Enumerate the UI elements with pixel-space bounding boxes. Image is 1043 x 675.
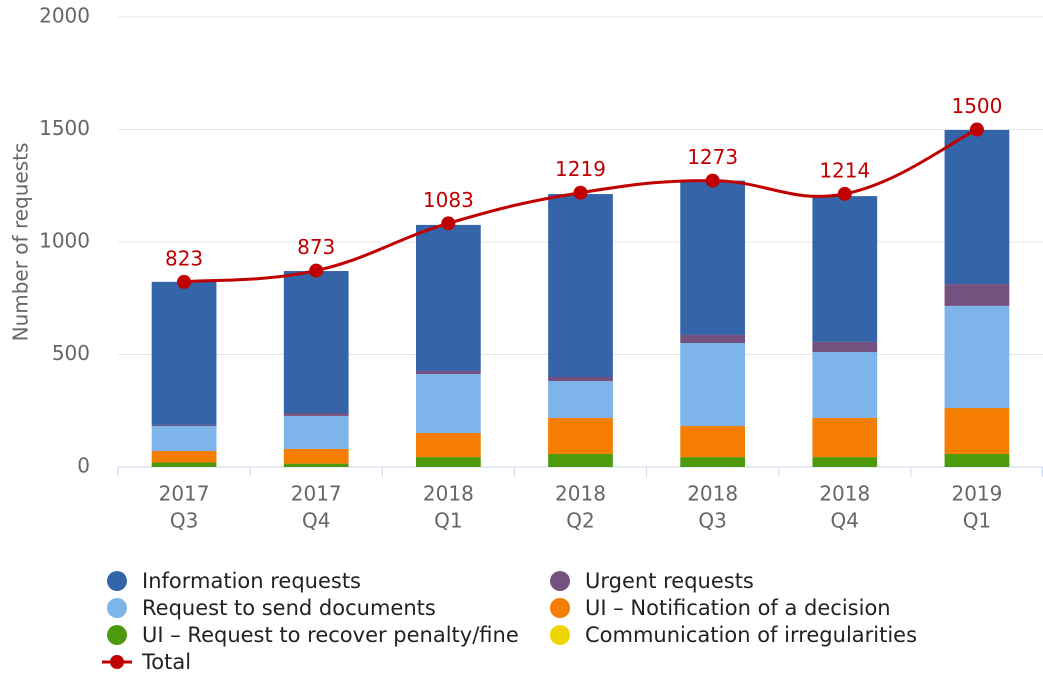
x-tick-label: 2018: [819, 482, 870, 506]
bar-segment: [680, 343, 746, 427]
data-label: 873: [297, 235, 335, 259]
total-marker: [177, 274, 192, 289]
total-marker: [309, 263, 324, 278]
x-tick-label: Q2: [566, 509, 594, 533]
bar-segment: [283, 413, 349, 416]
bar-segment: [548, 417, 613, 454]
legend-label: UI – Request to recover penalty/fine: [142, 623, 519, 647]
y-tick-label: 0: [77, 454, 90, 478]
bar-segment: [283, 463, 349, 467]
bar-segment: [944, 129, 1010, 285]
total-marker: [837, 186, 852, 201]
legend-label: Total: [141, 650, 191, 674]
legend-label: Request to send documents: [142, 596, 436, 620]
data-label: 1219: [555, 157, 606, 181]
data-label: 1500: [951, 94, 1002, 118]
x-tick-label: Q1: [434, 509, 462, 533]
x-tick-label: 2017: [291, 482, 342, 506]
y-tick-label: 1500: [39, 116, 90, 140]
legend-marker: [550, 625, 570, 645]
legend-marker: [550, 571, 570, 591]
x-tick-label: 2018: [687, 482, 738, 506]
bar-segment: [812, 341, 878, 353]
x-tick-label: Q3: [170, 509, 198, 533]
bar-segment: [415, 224, 481, 371]
legend-marker: [107, 571, 127, 591]
total-marker: [969, 122, 984, 137]
data-label: 1083: [423, 188, 474, 212]
data-label: 1214: [819, 158, 870, 182]
bar-segment: [283, 415, 349, 449]
legend-marker: [107, 598, 127, 618]
legend-marker: [110, 655, 124, 669]
bar-segment: [548, 194, 613, 377]
bar-segment: [680, 180, 746, 335]
total-marker: [573, 185, 588, 200]
bar-segment: [415, 457, 481, 467]
legend-label: UI – Notification of a decision: [585, 596, 891, 620]
bar-segment: [548, 377, 613, 382]
bar-segment: [151, 462, 217, 467]
legend-marker: [550, 598, 570, 618]
bar-segment: [283, 449, 349, 464]
bar-segment: [812, 196, 878, 342]
y-axis-title: Number of requests: [9, 143, 33, 342]
legend-marker: [107, 625, 127, 645]
bar-segment: [812, 457, 878, 467]
legend-label: Urgent requests: [585, 569, 754, 593]
bar-segment: [151, 426, 217, 452]
bar-segment: [283, 271, 349, 413]
x-tick-label: Q4: [302, 509, 330, 533]
bar-segment: [812, 352, 878, 418]
bar-segment: [151, 281, 217, 425]
bar-segment: [680, 457, 746, 467]
bar-segment: [415, 370, 481, 375]
total-marker: [705, 173, 720, 188]
bar-segment: [415, 374, 481, 434]
bar-segment: [812, 417, 878, 458]
bar-segment: [944, 408, 1010, 454]
legend-label: Information requests: [142, 569, 361, 593]
bar-segment: [944, 453, 1010, 467]
x-tick-label: 2018: [423, 482, 474, 506]
y-tick-label: 2000: [39, 4, 90, 28]
total-marker: [441, 216, 456, 231]
bar-segment: [151, 424, 217, 427]
bar-segment: [548, 453, 613, 467]
bar-segment: [548, 381, 613, 418]
bar-segment: [944, 305, 1010, 409]
x-tick-label: 2019: [951, 482, 1002, 506]
legend-label: Communication of irregularities: [585, 623, 917, 647]
x-tick-label: Q1: [963, 509, 991, 533]
data-label: 823: [165, 246, 203, 270]
data-label: 1273: [687, 145, 738, 169]
bar-segment: [151, 451, 217, 463]
x-tick-label: Q3: [698, 509, 726, 533]
bar-segment: [680, 426, 746, 458]
bar-segment: [944, 284, 1010, 306]
bar-segment: [415, 433, 481, 458]
y-tick-label: 1000: [39, 229, 90, 253]
x-tick-label: 2018: [555, 482, 606, 506]
y-tick-label: 500: [52, 341, 90, 365]
x-tick-label: 2017: [159, 482, 210, 506]
bar-segment: [680, 334, 746, 344]
x-tick-label: Q4: [831, 509, 859, 533]
